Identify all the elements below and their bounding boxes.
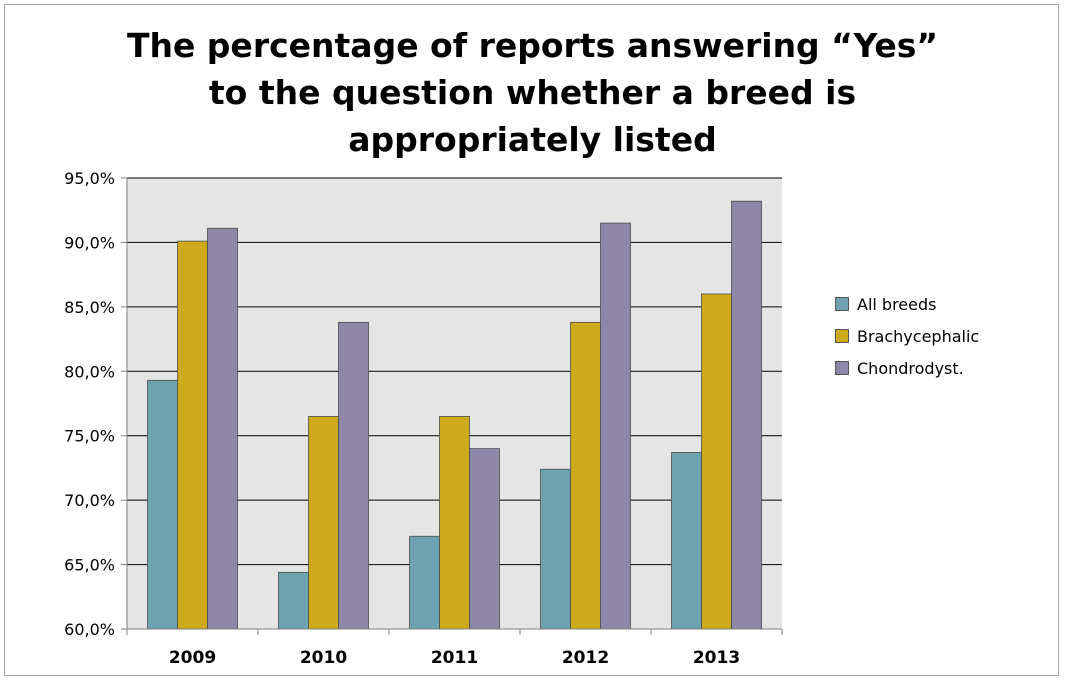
bar-all-breeds-2010 bbox=[278, 571, 309, 630]
bar-chondrodyst-2010 bbox=[338, 321, 369, 630]
bar-all-breeds-2009 bbox=[147, 379, 178, 630]
y-tick-label: 85,0% bbox=[64, 298, 115, 317]
bar-chondrodyst-2011 bbox=[469, 448, 500, 630]
bar-brachycephalic-2011 bbox=[439, 415, 470, 630]
legend-item: Chondrodyst. bbox=[835, 352, 979, 384]
bar-brachycephalic-2012 bbox=[570, 321, 601, 630]
legend-swatch bbox=[835, 361, 849, 375]
bar-chondrodyst-2012 bbox=[600, 222, 631, 630]
y-tick-label: 95,0% bbox=[64, 169, 115, 188]
x-tick-label: 2009 bbox=[169, 648, 216, 668]
legend: All breeds Brachycephalic Chondrodyst. bbox=[835, 288, 979, 384]
legend-item: Brachycephalic bbox=[835, 320, 979, 352]
y-tick-label: 75,0% bbox=[64, 427, 115, 446]
bar-brachycephalic-2013 bbox=[701, 293, 732, 630]
bar-all-breeds-2011 bbox=[409, 535, 440, 630]
x-tick-labels: 2009 2010 2011 2012 2013 bbox=[169, 648, 740, 668]
y-tick-label: 90,0% bbox=[64, 233, 115, 252]
bar-all-breeds-2012 bbox=[540, 468, 571, 630]
legend-label: Chondrodyst. bbox=[857, 358, 964, 378]
y-tick-labels: 60,0% 65,0% 70,0% 75,0% 80,0% 85,0% 90,0% 95,0% bbox=[64, 169, 115, 639]
bar-brachycephalic-2009 bbox=[177, 240, 208, 630]
legend-label: All breeds bbox=[857, 294, 937, 314]
y-tick-label: 70,0% bbox=[64, 491, 115, 510]
bar-chondrodyst-2009 bbox=[207, 227, 238, 630]
y-tick-label: 60,0% bbox=[64, 620, 115, 639]
axes bbox=[121, 177, 783, 635]
bar-chondrodyst-2013 bbox=[731, 200, 762, 630]
legend-item: All breeds bbox=[835, 288, 979, 320]
legend-label: Brachycephalic bbox=[857, 326, 980, 346]
bars bbox=[147, 200, 762, 630]
x-tick-label: 2010 bbox=[300, 648, 347, 668]
bar-brachycephalic-2010 bbox=[308, 415, 339, 630]
bar-all-breeds-2013 bbox=[671, 452, 702, 630]
x-tick-label: 2013 bbox=[693, 648, 740, 668]
x-tick-label: 2012 bbox=[562, 648, 609, 668]
y-tick-label: 65,0% bbox=[64, 556, 115, 575]
chart-title: The percentage of reports answering “Yes… bbox=[126, 26, 939, 159]
x-tick-label: 2011 bbox=[431, 648, 478, 668]
legend-swatch bbox=[835, 329, 849, 343]
legend-swatch bbox=[835, 297, 849, 311]
y-tick-label: 80,0% bbox=[64, 362, 115, 381]
